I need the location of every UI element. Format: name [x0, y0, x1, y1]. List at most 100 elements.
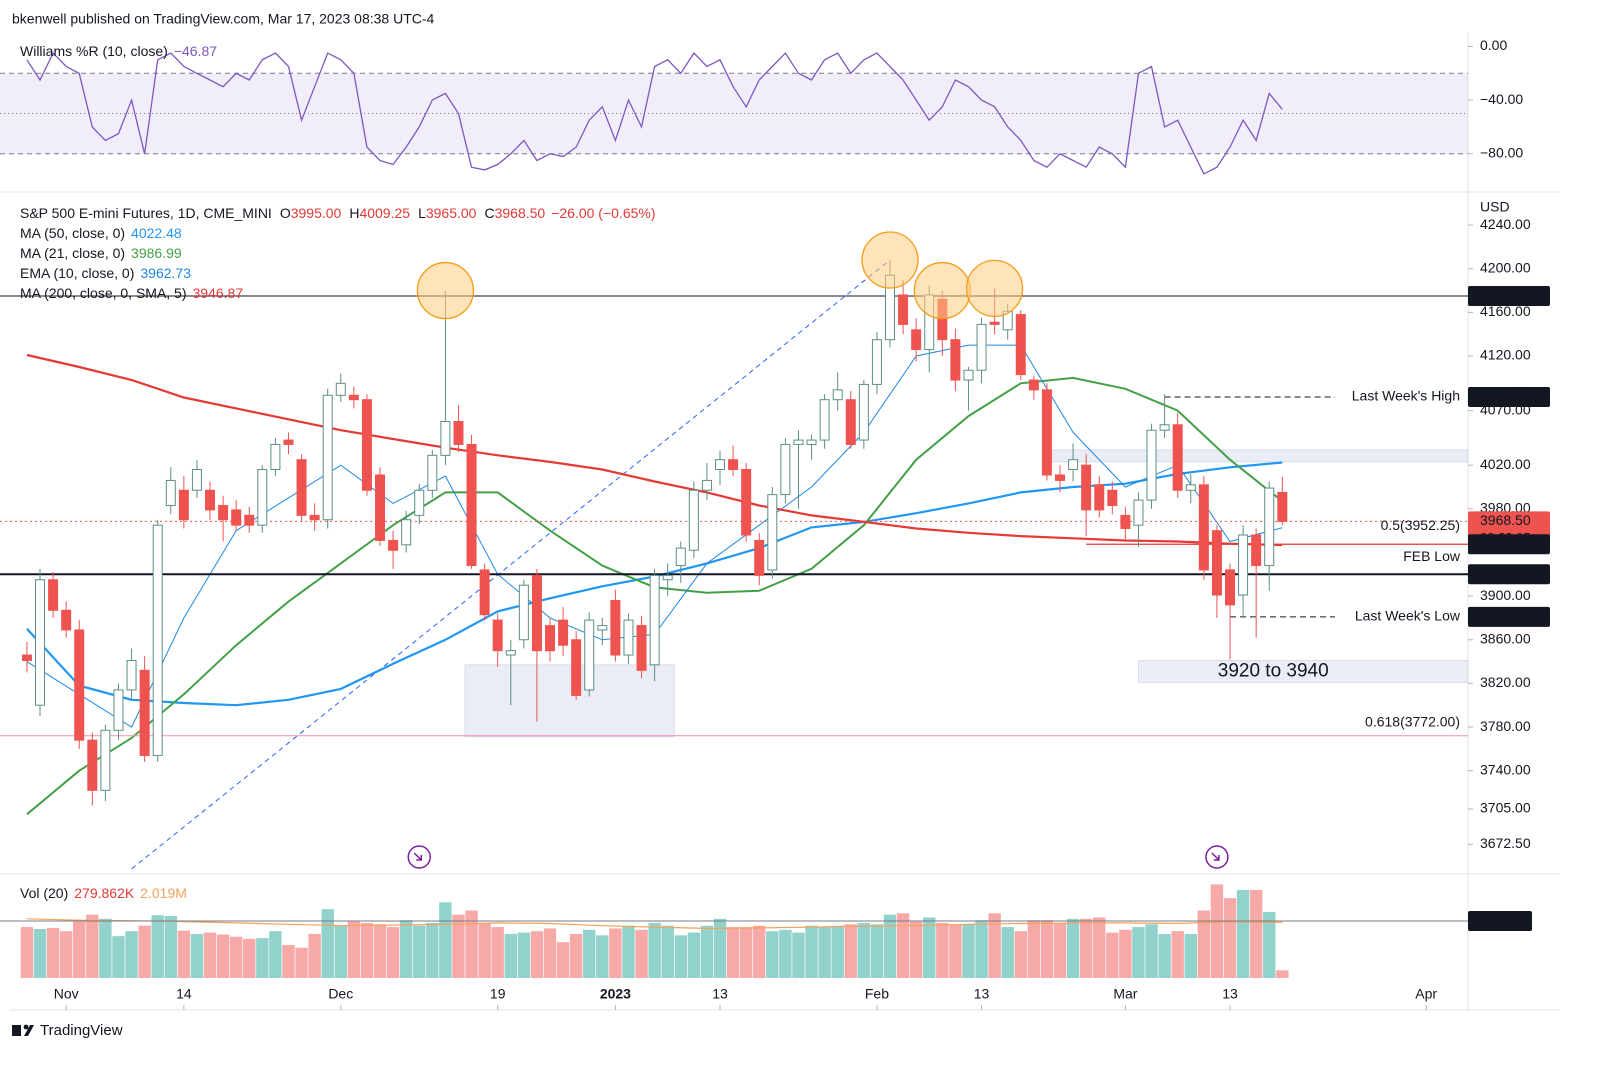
high-marker	[965, 259, 1024, 318]
candle-body	[701, 479, 712, 491]
candle-body	[35, 579, 46, 706]
volume-bar	[596, 935, 609, 978]
volume-bar	[190, 933, 204, 978]
volume-bar	[1145, 924, 1158, 978]
candle-body	[963, 369, 974, 381]
volume-bar	[556, 942, 570, 978]
volume-bar	[805, 925, 818, 978]
candle-body	[165, 479, 176, 507]
candle-body	[1225, 569, 1236, 606]
level-box-label: 3881.00	[1480, 608, 1531, 624]
y-tick-label: 3860.00	[1480, 630, 1531, 646]
legend-item: 3986.99	[131, 245, 182, 261]
volume-bar	[282, 944, 295, 978]
volume-bar	[844, 924, 857, 978]
volume-bar	[256, 938, 269, 978]
legend-item: MA (21, close, 0)	[20, 245, 125, 261]
volume-bar	[936, 922, 949, 978]
brand: TradingView	[40, 1022, 123, 1039]
volume-bar	[609, 928, 622, 978]
volume-bar	[504, 933, 517, 978]
legend-item: EMA (10, close, 0)	[20, 265, 134, 281]
volume-bar	[478, 922, 491, 978]
volume-bar	[909, 921, 923, 978]
candle-body	[100, 729, 111, 791]
volume-bar	[112, 936, 125, 978]
y-tick-box	[1468, 911, 1532, 932]
level-box	[1468, 564, 1550, 585]
volume-bar	[1040, 920, 1054, 978]
candle-body	[871, 339, 882, 385]
y-tick-label: 4160.00	[1480, 303, 1531, 319]
candle-body	[191, 469, 202, 491]
candle-body	[950, 339, 961, 381]
candle-body	[479, 569, 490, 616]
volume-bar	[1158, 933, 1171, 978]
legend-item: 3946.87	[193, 285, 244, 301]
volume-bar	[413, 925, 426, 978]
legend-item: MA (50, close, 0)	[20, 225, 125, 241]
volume-bar	[73, 921, 86, 978]
candle-body	[858, 383, 869, 441]
candle-body	[61, 609, 72, 631]
volume-bar	[1276, 970, 1289, 978]
y-tick-label: −80.00	[1480, 144, 1523, 160]
level-box	[1468, 534, 1550, 555]
level-text: 0.618(3772.00)	[1365, 713, 1460, 729]
high-marker	[861, 231, 919, 289]
candle-body	[1277, 491, 1288, 522]
volume-bar	[308, 933, 321, 978]
candle-body	[453, 421, 464, 445]
event-icon	[407, 845, 431, 869]
volume-bar	[543, 928, 557, 978]
candle-body	[48, 579, 59, 611]
volume-bar	[687, 932, 701, 978]
volume-bar	[1001, 927, 1014, 978]
volume-bar	[1079, 918, 1093, 978]
williams-line	[26, 51, 1283, 175]
candle-body	[492, 619, 503, 652]
y-tick-label: 3740.00	[1480, 761, 1531, 777]
candle-body	[74, 629, 85, 741]
volume-bar	[530, 931, 544, 978]
legend-item: 3965.00	[426, 205, 477, 221]
legend-item: −46.87	[174, 43, 217, 59]
legend: S&P 500 E-mini Futures, 1D, CME_MINI O399…	[20, 205, 656, 221]
legend: MA (200, close, 0, SMA, 5) 3946.87	[20, 285, 243, 301]
candle-body	[832, 389, 843, 401]
volume-bar	[465, 910, 478, 978]
candle-body	[558, 619, 569, 646]
candle-body	[898, 294, 909, 325]
volume-bar	[700, 925, 714, 978]
y-tick-label: 3705.00	[1480, 800, 1531, 816]
legend: MA (21, close, 0) 3986.99	[20, 245, 182, 261]
zone	[1046, 449, 1469, 463]
y-tick-label: 4240.00	[1480, 216, 1531, 232]
x-tick-label: 19	[490, 986, 506, 1002]
volume-bar	[59, 931, 73, 978]
candle-body	[348, 394, 359, 401]
candle-body	[218, 505, 229, 521]
candle-body	[1159, 424, 1170, 431]
candle-body	[309, 514, 320, 521]
candle-body	[1107, 489, 1118, 507]
candle-body	[335, 382, 346, 396]
candle-body	[466, 443, 477, 567]
candle-body	[845, 399, 856, 445]
candle-body	[780, 443, 791, 496]
legend-item: 4022.48	[131, 225, 182, 241]
volume-bar	[86, 914, 99, 978]
legend-item: O	[280, 205, 291, 221]
candle-body	[675, 547, 686, 567]
volume-bar	[883, 914, 897, 978]
candle-body	[414, 489, 425, 516]
volume-bar	[203, 932, 217, 978]
candle-body	[819, 399, 830, 441]
candle-body	[152, 524, 163, 756]
volume-bar	[923, 917, 936, 978]
x-tick-label: 2023	[600, 986, 631, 1002]
zone-label: 3920 to 3940	[1218, 660, 1329, 681]
legend-item: 279.862K	[74, 885, 135, 901]
volume-bar	[1106, 932, 1119, 978]
